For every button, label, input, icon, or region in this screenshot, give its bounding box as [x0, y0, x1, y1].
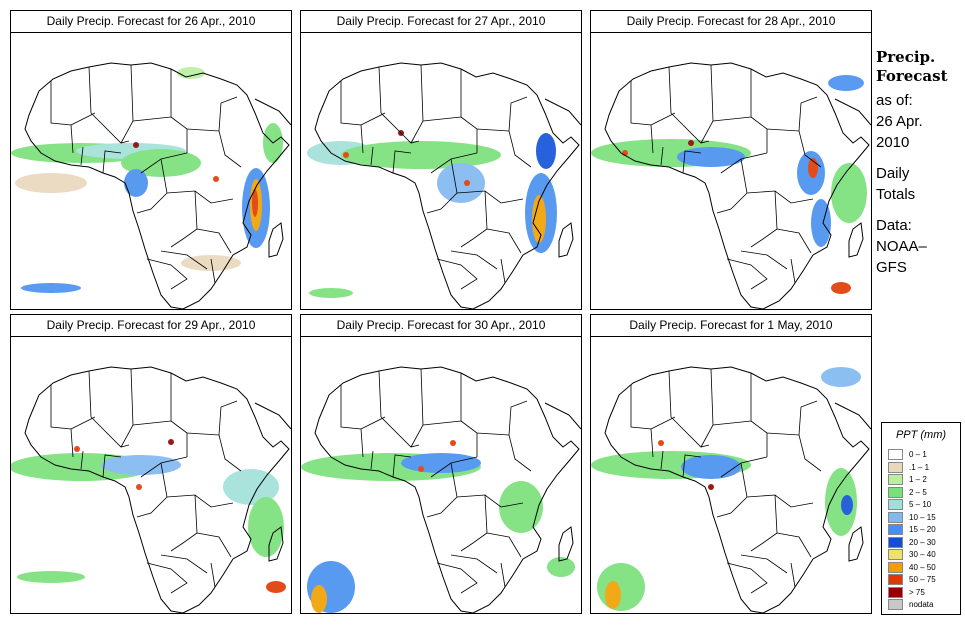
totals-line2: Totals — [876, 186, 916, 203]
legend-swatch — [888, 536, 903, 548]
legend-swatch — [888, 511, 903, 523]
legend-swatch — [888, 499, 903, 510]
legend-label: 2 – 5 — [909, 487, 927, 497]
forecast-panel-6: Daily Precip. Forecast for 1 May, 2010 — [590, 314, 872, 614]
legend-label: 15 – 20 — [909, 525, 936, 534]
legend-item: 0 – 1 — [888, 449, 927, 460]
panel-title: Daily Precip. Forecast for 29 Apr., 2010 — [10, 314, 292, 337]
legend-label: nodata — [909, 600, 934, 609]
legend-title: PPT (mm) — [895, 429, 947, 441]
panel-title: Daily Precip. Forecast for 30 Apr., 2010 — [300, 314, 582, 337]
data-line2: NOAA– — [876, 238, 927, 255]
legend-swatch — [888, 599, 903, 610]
legend-label: 5 – 10 — [909, 500, 932, 509]
legend-item: nodata — [888, 599, 933, 610]
legend-label: 30 – 40 — [909, 550, 936, 559]
legend-swatch — [888, 561, 903, 573]
forecast-panel-4: Daily Precip. Forecast for 29 Apr., 2010 — [10, 314, 292, 614]
asof-label: as of: 26 Apr. 2010 — [876, 90, 962, 153]
map-info-sidebar: Precip. Forecast as of: 26 Apr. 2010 Dai… — [876, 48, 962, 278]
panel-title: Daily Precip. Forecast for 27 Apr., 2010 — [300, 10, 582, 33]
legend-swatch — [888, 574, 903, 585]
asof-line3: 2010 — [876, 134, 910, 151]
asof-line2: 26 Apr. — [876, 113, 923, 130]
forecast-panel-1: Daily Precip. Forecast for 26 Apr., 2010 — [10, 10, 292, 310]
legend-item: > 75 — [888, 586, 925, 598]
forecast-panel-3: Daily Precip. Forecast for 28 Apr., 2010 — [590, 10, 872, 310]
precip-map — [590, 32, 872, 310]
data-line1: Data: — [876, 217, 912, 234]
sidebar-title-line1: Precip. — [876, 48, 936, 66]
sidebar-title-line2: Forecast — [876, 67, 948, 85]
legend-label: 20 – 30 — [909, 537, 936, 547]
legend-item: 1 – 2 — [888, 474, 927, 485]
legend-label: 1 – 2 — [909, 475, 927, 484]
legend-item: 50 – 75 — [888, 574, 936, 585]
precip-map — [10, 32, 292, 310]
legend-item: 5 – 10 — [888, 499, 931, 510]
panel-title: Daily Precip. Forecast for 28 Apr., 2010 — [590, 10, 872, 33]
legend-swatch — [888, 486, 903, 498]
legend-label: > 75 — [909, 587, 925, 597]
totals-line1: Daily — [876, 165, 910, 182]
data-line3: GFS — [876, 259, 907, 276]
precip-map — [300, 336, 582, 614]
legend-swatch — [888, 474, 903, 485]
asof-line1: as of: — [876, 92, 913, 109]
precip-map — [300, 32, 582, 310]
data-source-label: Data: NOAA– GFS — [876, 215, 962, 278]
legend-label: .1 – 1 — [909, 462, 930, 472]
legend-swatch — [888, 549, 903, 560]
legend-swatch — [888, 449, 903, 460]
legend-item: 10 – 15 — [888, 511, 936, 523]
legend-label: 50 – 75 — [909, 575, 936, 584]
precip-legend: PPT (mm) 0 – 1 .1 – 1 1 – 2 2 – 5 5 – 10 10 –… — [881, 422, 961, 615]
legend-label: 40 – 50 — [909, 562, 936, 572]
legend-item: 2 – 5 — [888, 486, 927, 498]
panel-title: Daily Precip. Forecast for 26 Apr., 2010 — [10, 10, 292, 33]
precip-map — [590, 336, 872, 614]
totals-label: Daily Totals — [876, 163, 962, 205]
legend-item: 30 – 40 — [888, 549, 936, 560]
legend-label: 0 – 1 — [909, 450, 927, 459]
forecast-panel-2: Daily Precip. Forecast for 27 Apr., 2010 — [300, 10, 582, 310]
legend-label: 10 – 15 — [909, 512, 936, 522]
forecast-panel-5: Daily Precip. Forecast for 30 Apr., 2010 — [300, 314, 582, 614]
legend-swatch — [888, 586, 903, 598]
legend-item: 40 – 50 — [888, 561, 936, 573]
legend-swatch — [888, 461, 903, 473]
legend-swatch — [888, 524, 903, 535]
precip-map — [10, 336, 292, 614]
legend-item: 15 – 20 — [888, 524, 936, 535]
legend-item: .1 – 1 — [888, 461, 930, 473]
panel-title: Daily Precip. Forecast for 1 May, 2010 — [590, 314, 872, 337]
legend-item: 20 – 30 — [888, 536, 936, 548]
